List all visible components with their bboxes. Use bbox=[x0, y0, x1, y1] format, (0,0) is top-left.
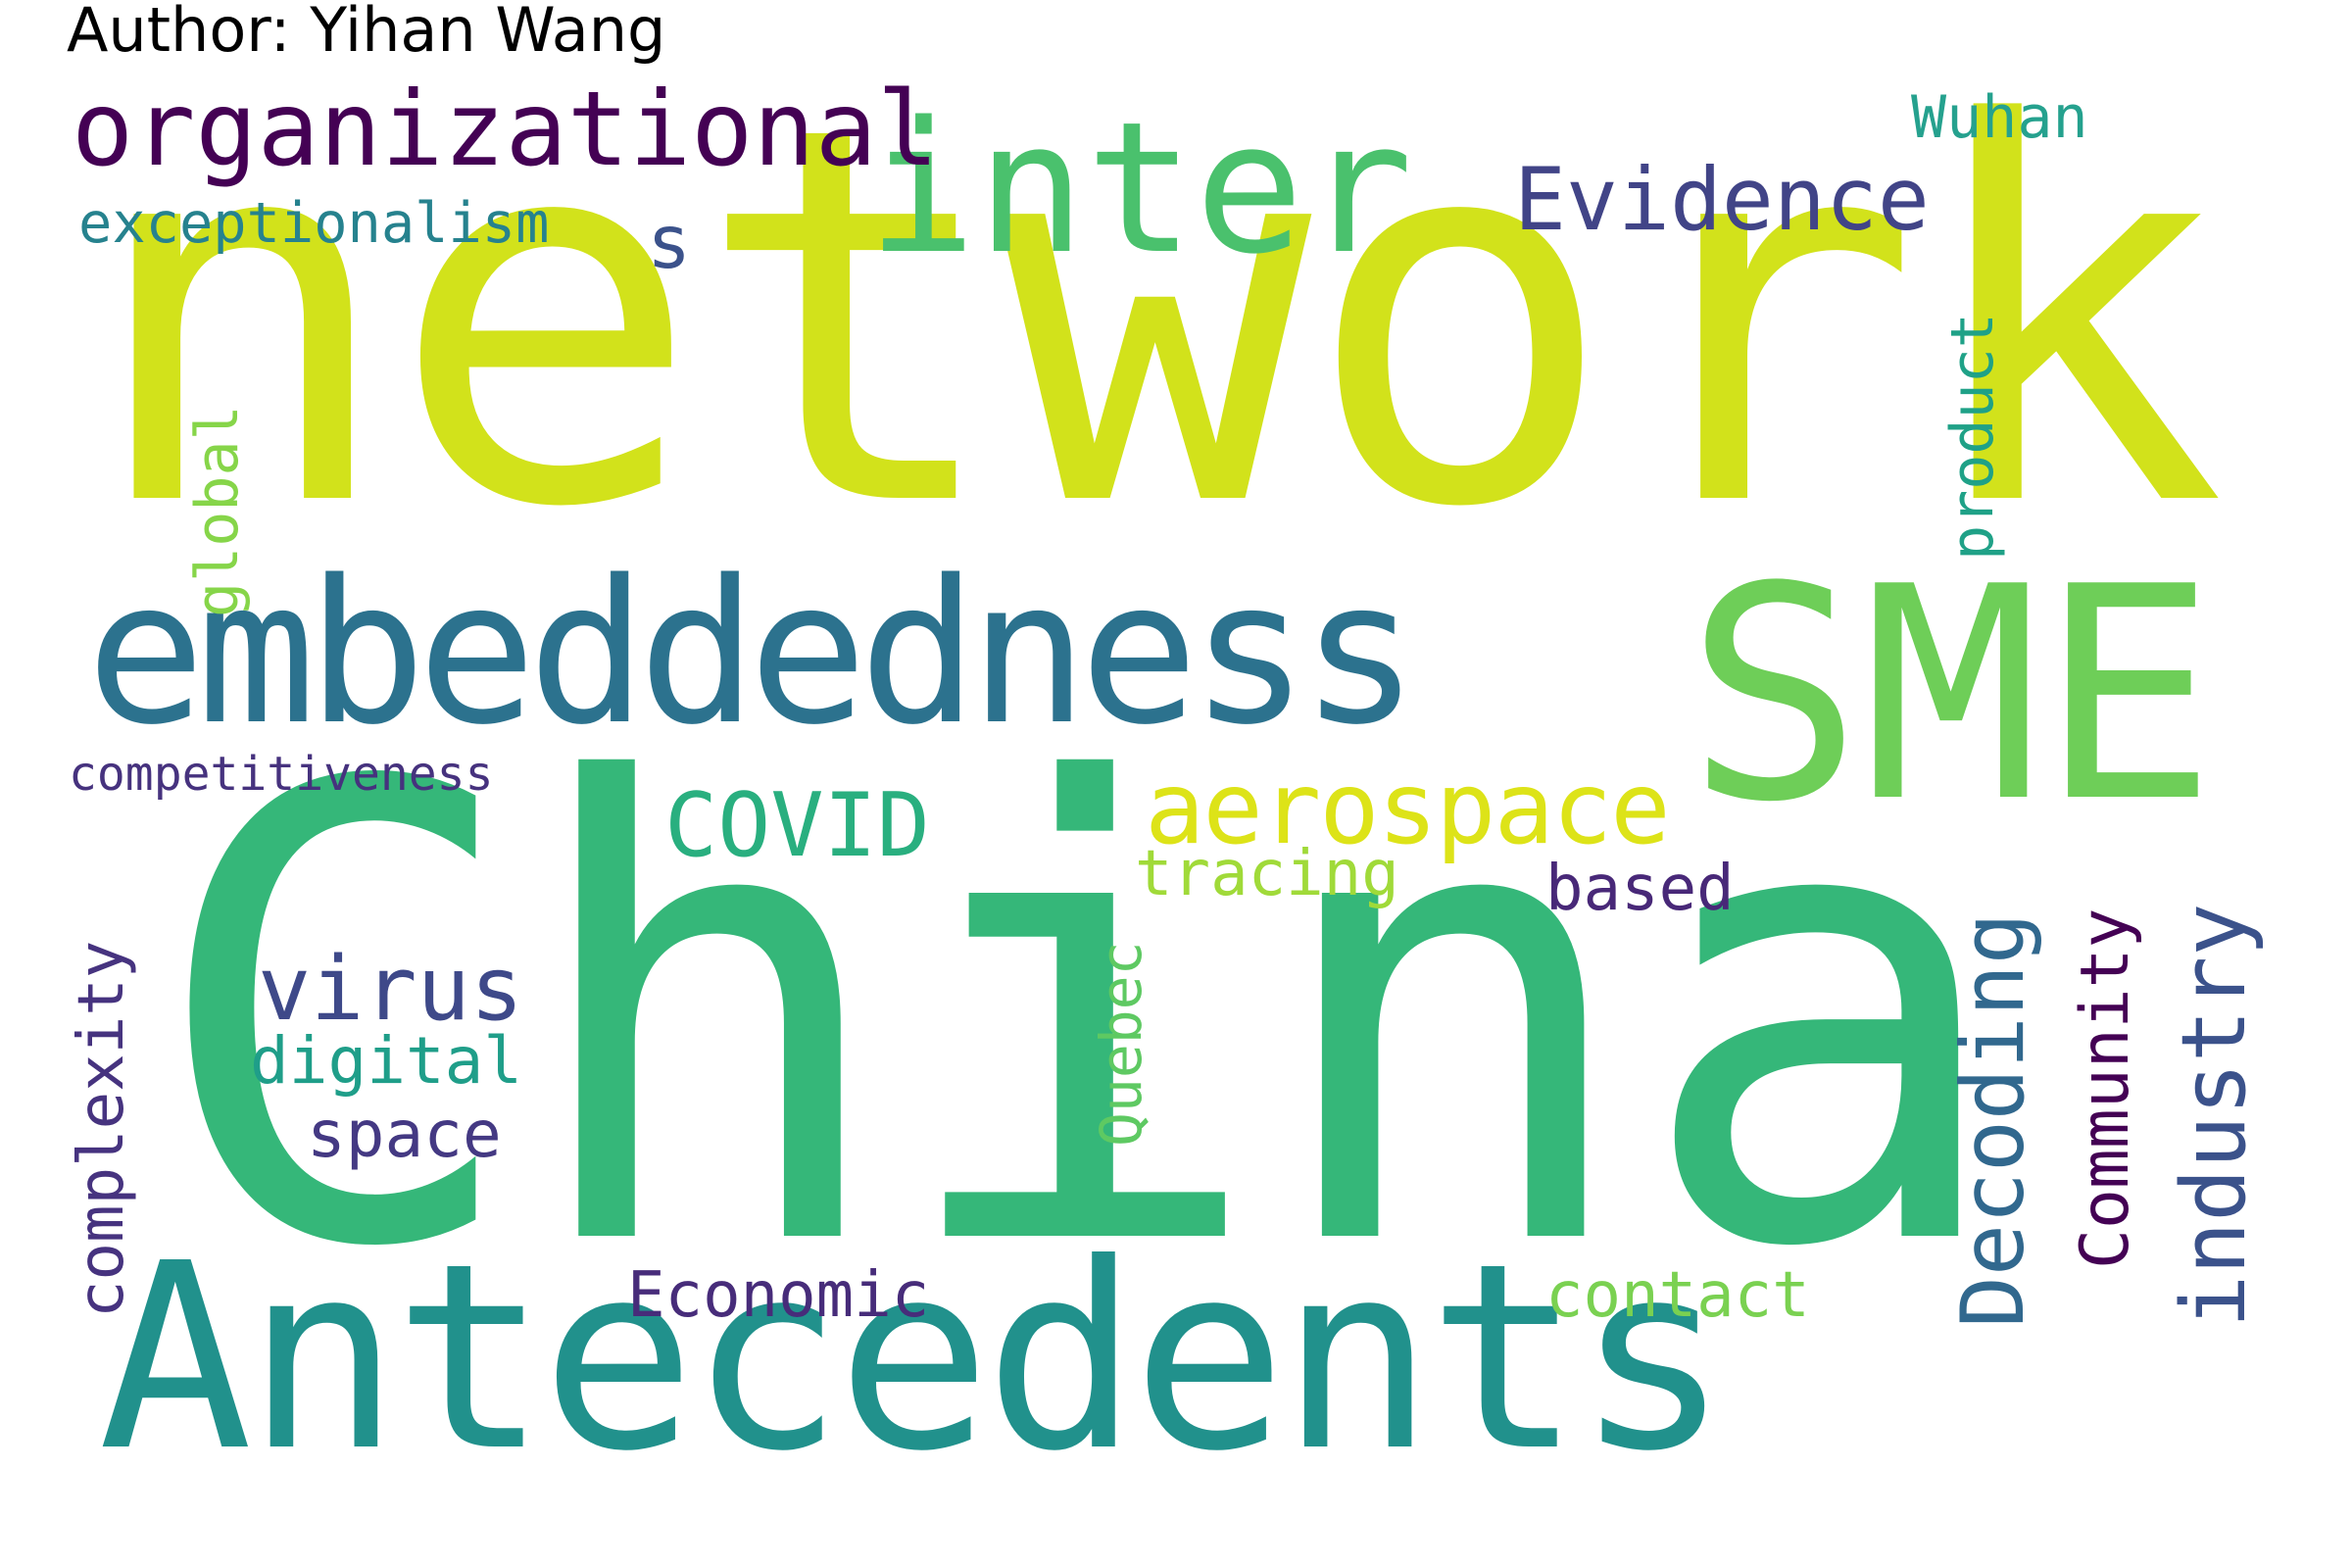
word-competitiveness: competitiveness bbox=[69, 747, 494, 802]
word-organizational: organizational bbox=[72, 70, 940, 189]
word-covid: COVID bbox=[664, 774, 930, 877]
word-aerospace: aerospace bbox=[1145, 751, 1671, 867]
word-virus: virus bbox=[258, 938, 523, 1041]
word-evidence: Evidence bbox=[1514, 149, 1930, 250]
word-network: network bbox=[84, 16, 2227, 620]
word-s: s bbox=[647, 199, 692, 285]
word-complexity: complexity bbox=[66, 940, 138, 1318]
word-tracing: tracing bbox=[1135, 838, 1399, 910]
word-product: product bbox=[1938, 313, 2007, 561]
word-antecedents: Antecedents bbox=[98, 1208, 1730, 1507]
word-exceptionalism: exceptionalism bbox=[78, 191, 550, 256]
word-digital: digital bbox=[250, 1023, 523, 1099]
word-global: global bbox=[183, 405, 252, 617]
word-economic: Economic bbox=[627, 1259, 930, 1332]
word-quebec: Quebec bbox=[1088, 941, 1154, 1147]
word-contact: contact bbox=[1545, 1259, 1810, 1332]
word-community: Community bbox=[2067, 907, 2144, 1269]
word-industry: industry bbox=[2163, 903, 2266, 1328]
word-embeddedness: embeddedness bbox=[86, 537, 1419, 768]
word-space: space bbox=[307, 1097, 502, 1172]
word-wuhan: Wuhan bbox=[1911, 83, 2088, 152]
word-decoding: Decoding bbox=[1942, 912, 2043, 1328]
word-china: China bbox=[147, 654, 2012, 1384]
author-label: Author: Yihan Wang bbox=[67, 0, 666, 66]
word-based: based bbox=[1545, 853, 1735, 925]
word-sme: SME bbox=[1686, 524, 2217, 866]
word-inter: inter bbox=[867, 82, 1413, 294]
